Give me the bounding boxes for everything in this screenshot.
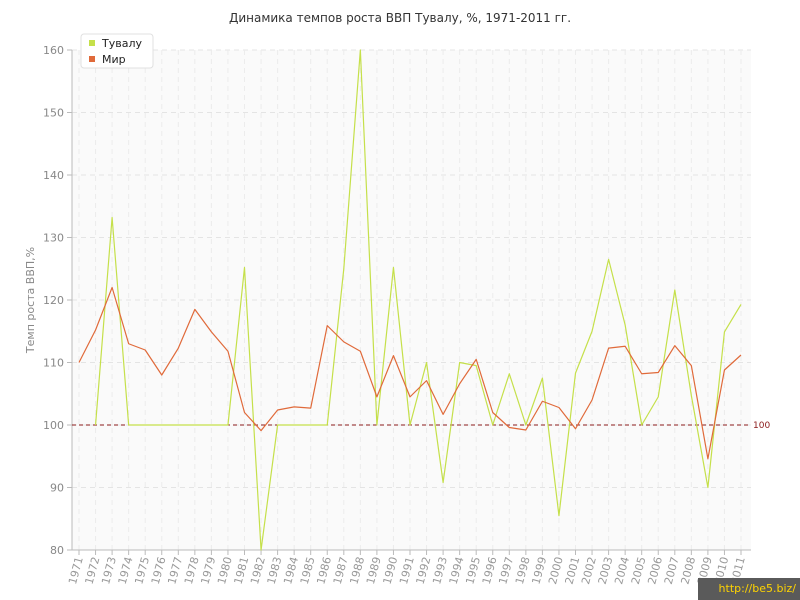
legend-swatch-1 bbox=[89, 56, 95, 62]
series-group bbox=[78, 49, 742, 551]
legend: Тувалу Мир bbox=[80, 33, 154, 69]
y-tick-label: 160 bbox=[43, 44, 64, 57]
plot-background bbox=[72, 50, 751, 550]
y-tick-label: 140 bbox=[43, 169, 64, 182]
legend-box bbox=[80, 33, 154, 69]
watermark-link[interactable]: http://be5.biz/ bbox=[698, 578, 800, 600]
y-axis-ticks: 80 90 100 110 120 130 140 150 160 bbox=[43, 44, 72, 557]
y-tick-label: 130 bbox=[43, 232, 64, 245]
series-line-0 bbox=[94, 49, 742, 551]
grid bbox=[72, 49, 751, 551]
reference-line-label: 100 bbox=[753, 421, 770, 431]
y-tick-label: 80 bbox=[50, 544, 64, 557]
y-tick-label: 120 bbox=[43, 294, 64, 307]
y-tick-label: 110 bbox=[43, 357, 64, 370]
legend-swatch-0 bbox=[89, 40, 95, 46]
legend-label-1: Мир bbox=[102, 53, 126, 66]
legend-label-0: Тувалу bbox=[101, 37, 142, 50]
y-tick-label: 150 bbox=[43, 107, 64, 120]
y-axis-label: Темп роста ВВП,% bbox=[24, 247, 37, 354]
y-tick-label: 90 bbox=[50, 482, 64, 495]
y-tick-label: 100 bbox=[43, 419, 64, 432]
x-axis-ticks: 1971197219731974197519761977197819791980… bbox=[66, 550, 748, 586]
series-line-1 bbox=[78, 286, 742, 460]
chart-title: Динамика темпов роста ВВП Тувалу, %, 197… bbox=[229, 11, 571, 25]
